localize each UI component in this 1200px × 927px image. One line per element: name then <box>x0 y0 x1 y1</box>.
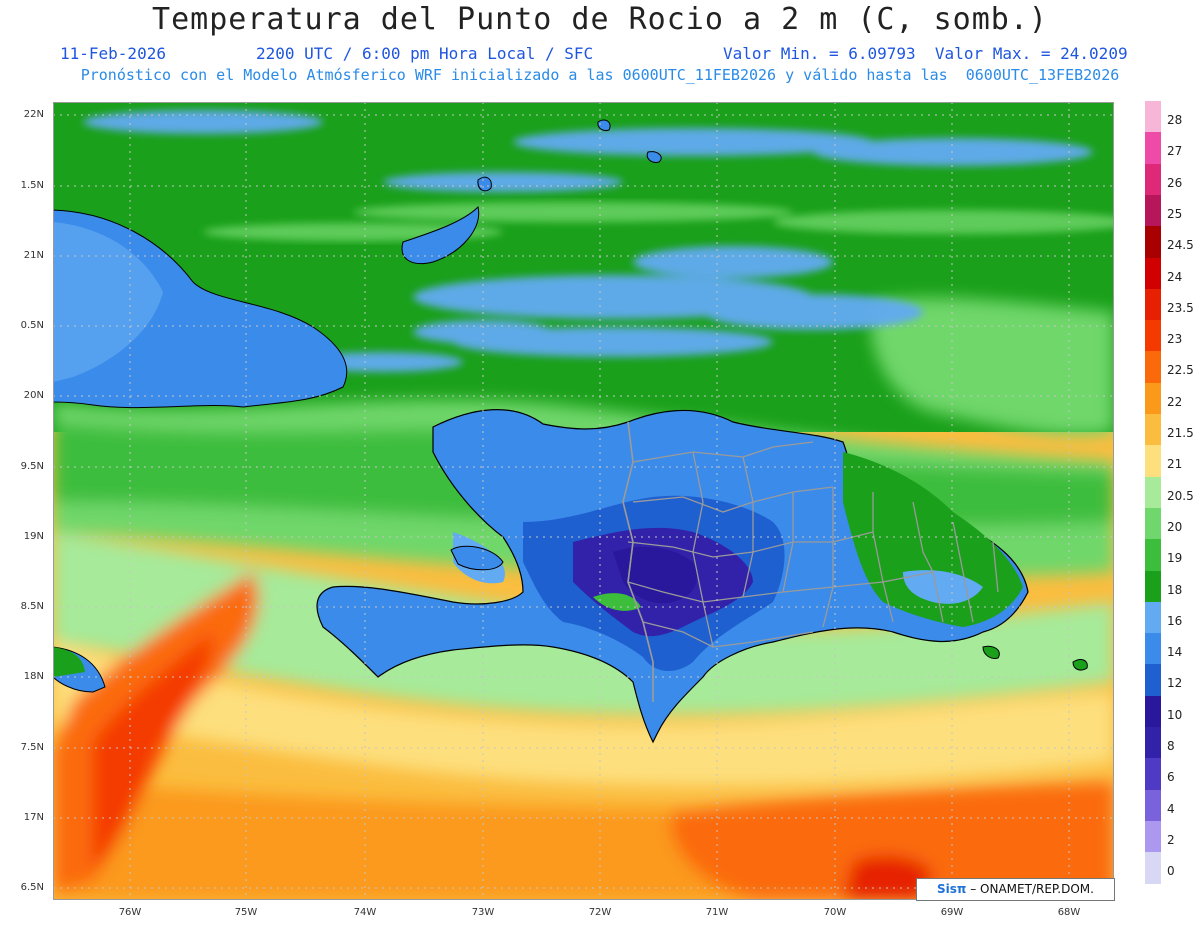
lat-label: 20N <box>23 390 44 401</box>
colorbar-label: 16 <box>1167 613 1183 628</box>
colorbar-swatch <box>1145 320 1161 352</box>
colorbar-swatch <box>1145 226 1161 258</box>
lon-label: 70W <box>823 907 847 918</box>
sispi-logo: Sisπ <box>937 882 967 896</box>
colorbar-swatch <box>1145 695 1161 728</box>
graticule <box>53 102 1114 900</box>
northern-islands <box>401 119 662 265</box>
colorbar <box>1145 101 1161 884</box>
colorbar-swatch <box>1145 382 1161 415</box>
lat-label: 21N <box>23 250 44 261</box>
colorbar-swatch <box>1145 288 1161 321</box>
colorbar-label: 26 <box>1167 175 1183 190</box>
cuba-landmass <box>53 209 348 693</box>
lat-label: 19N <box>23 531 44 542</box>
colorbar-label: 20.5 <box>1167 488 1194 503</box>
lon-label: 76W <box>118 907 142 918</box>
colorbar-swatch <box>1145 101 1161 133</box>
colorbar-swatch <box>1145 601 1161 634</box>
lat-label: 18N <box>23 671 44 682</box>
colorbar-label: 14 <box>1167 645 1183 660</box>
colorbar-label: 24 <box>1167 269 1183 284</box>
colorbar-label: 21.5 <box>1167 426 1194 440</box>
colorbar-swatch <box>1145 445 1161 478</box>
dew-point-map <box>53 102 1114 900</box>
colorbar-label: 2 <box>1167 832 1175 847</box>
lon-label: 68W <box>1057 907 1081 918</box>
forecast-date: 11-Feb-2026 <box>60 44 166 63</box>
lat-label: 1.5N <box>20 180 44 191</box>
colorbar-swatch <box>1145 820 1161 853</box>
lat-label: 9.5N <box>20 461 44 472</box>
colorbar-swatch <box>1145 539 1161 571</box>
colorbar-swatch <box>1145 257 1161 290</box>
colorbar-label: 22 <box>1167 394 1183 409</box>
credit-box: Sisπ – ONAMET/REP.DOM. <box>916 878 1115 901</box>
lat-label: 6.5N <box>20 882 44 893</box>
colorbar-swatch <box>1145 351 1161 384</box>
colorbar-label: 27 <box>1167 144 1183 159</box>
colorbar-swatch <box>1145 476 1161 509</box>
colorbar-swatch <box>1145 633 1161 665</box>
colorbar-label: 24.5 <box>1167 238 1194 253</box>
colorbar-swatch <box>1145 789 1161 822</box>
colorbar-label: 20 <box>1167 519 1183 534</box>
min-max-values: Valor Min. = 6.09793 Valor Max. = 24.020… <box>723 44 1128 63</box>
lon-label: 73W <box>471 907 495 918</box>
lon-label: 69W <box>940 907 964 918</box>
forecast-time: 2200 UTC / 6:00 pm Hora Local / SFC <box>256 44 594 63</box>
colorbar-label: 4 <box>1167 801 1175 816</box>
lat-label: 7.5N <box>20 742 44 753</box>
credit-text: – ONAMET/REP.DOM. <box>966 882 1094 896</box>
colorbar-swatch <box>1145 163 1161 196</box>
lon-label: 75W <box>234 907 258 918</box>
colorbar-label: 0 <box>1167 864 1175 879</box>
lon-label: 74W <box>353 907 377 918</box>
colorbar-swatch <box>1145 414 1161 446</box>
colorbar-label: 21 <box>1167 457 1183 472</box>
colorbar-swatch <box>1145 758 1161 791</box>
lon-label: 71W <box>705 907 729 918</box>
colorbar-label: 10 <box>1167 707 1183 722</box>
colorbar-swatch <box>1145 132 1161 165</box>
lat-label: 8.5N <box>20 601 44 612</box>
colorbar-swatch <box>1145 507 1161 540</box>
lon-label: 72W <box>588 907 612 918</box>
colorbar-swatch <box>1145 194 1161 227</box>
colorbar-label: 25 <box>1167 206 1183 221</box>
colorbar-swatch <box>1145 727 1161 759</box>
colorbar-label: 22.5 <box>1167 363 1194 378</box>
model-info: Pronóstico con el Modelo Atmósferico WRF… <box>80 66 1120 84</box>
colorbar-swatch <box>1145 852 1161 884</box>
lat-label: 0.5N <box>20 320 44 331</box>
map-title: Temperatura del Punto de Rocio a 2 m (C,… <box>152 2 1048 37</box>
colorbar-swatch <box>1145 570 1161 603</box>
colorbar-label: 12 <box>1167 676 1183 691</box>
colorbar-label: 28 <box>1167 113 1183 127</box>
ocean-field <box>53 102 1114 900</box>
colorbar-label: 23 <box>1167 332 1183 347</box>
lat-label: 22N <box>23 109 44 120</box>
colorbar-label: 23.5 <box>1167 300 1194 315</box>
colorbar-label: 19 <box>1167 551 1183 566</box>
colorbar-label: 18 <box>1167 582 1183 597</box>
colorbar-swatch <box>1145 664 1161 697</box>
lat-label: 17N <box>23 812 44 823</box>
colorbar-label: 8 <box>1167 739 1175 753</box>
eastern-islets <box>982 645 1088 671</box>
colorbar-label: 6 <box>1167 770 1175 785</box>
